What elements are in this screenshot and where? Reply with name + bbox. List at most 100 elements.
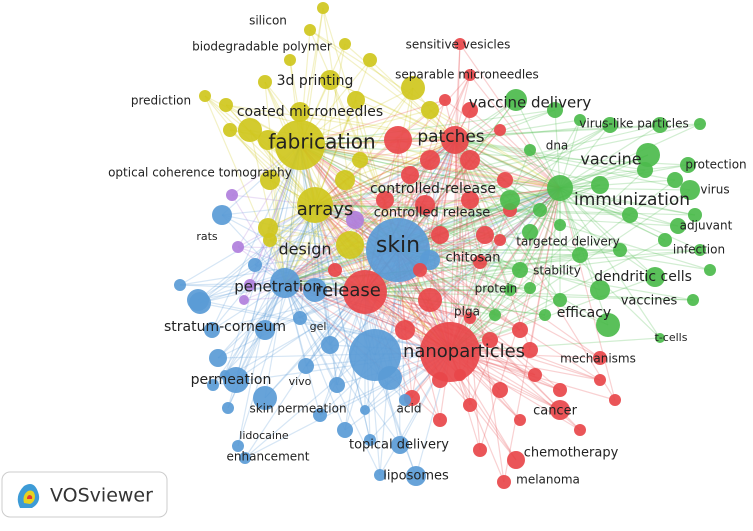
node — [645, 267, 665, 287]
node-label: rats — [196, 230, 218, 243]
node — [337, 422, 353, 438]
edge — [454, 139, 561, 189]
node — [343, 270, 387, 314]
edge — [364, 291, 381, 476]
node — [255, 320, 275, 340]
node — [464, 69, 476, 81]
node — [476, 226, 494, 244]
edge — [314, 204, 338, 386]
node — [290, 102, 310, 122]
edge — [179, 249, 399, 286]
edge — [284, 282, 321, 416]
edge — [225, 104, 316, 206]
node — [199, 90, 211, 102]
node — [609, 394, 621, 406]
edge — [211, 144, 301, 331]
edge — [454, 139, 481, 451]
edge — [314, 59, 371, 206]
node-label: adjuvant — [680, 219, 733, 233]
edge — [284, 199, 386, 284]
node — [222, 402, 234, 414]
node-label: protection — [685, 158, 746, 172]
edge — [249, 129, 286, 284]
logo-icon — [27, 495, 33, 499]
edge — [329, 79, 456, 141]
node-label: topical delivery — [349, 438, 449, 453]
edge — [231, 194, 286, 284]
edge — [235, 291, 366, 381]
node-label: virus-like particles — [579, 117, 688, 131]
edge — [299, 144, 331, 346]
edge — [237, 144, 301, 447]
edge — [284, 282, 338, 386]
node — [238, 118, 262, 142]
edge — [454, 139, 531, 351]
node — [329, 377, 345, 393]
edge — [503, 187, 561, 483]
node-label: chitosan — [445, 251, 500, 266]
edge — [439, 139, 456, 236]
edge — [515, 99, 561, 189]
node — [505, 89, 527, 111]
node-label: acid — [397, 402, 422, 416]
node — [462, 102, 478, 118]
node — [431, 226, 449, 244]
node-label: fabrication — [268, 130, 375, 154]
node-label: infection — [673, 243, 725, 257]
edge — [344, 139, 456, 181]
edge — [454, 139, 646, 171]
node — [441, 126, 469, 154]
node — [226, 189, 238, 201]
node — [219, 98, 233, 112]
edge — [424, 187, 561, 206]
edge — [454, 109, 556, 141]
edge — [264, 204, 316, 331]
edge — [364, 291, 601, 381]
edge — [197, 299, 451, 353]
node — [401, 76, 425, 100]
node — [420, 150, 440, 170]
edge — [469, 74, 561, 189]
edge — [299, 124, 661, 146]
node-label: separable microneedles — [395, 68, 539, 82]
node-label: permeation — [191, 372, 272, 388]
edge — [314, 123, 701, 206]
edge — [479, 187, 561, 263]
node — [528, 368, 542, 382]
edge — [529, 187, 561, 289]
node — [463, 398, 477, 412]
node-label: skin — [376, 233, 420, 258]
node — [284, 54, 296, 66]
logo: VOSviewer — [1, 471, 168, 518]
node-label: sensitive vesicles — [406, 38, 511, 52]
edge — [227, 144, 301, 409]
node — [507, 451, 525, 469]
edge — [459, 43, 561, 189]
edge — [314, 204, 371, 441]
edge — [314, 43, 346, 206]
node-label: penetration — [234, 278, 321, 296]
node — [613, 243, 627, 257]
node — [366, 218, 430, 282]
edge — [299, 144, 521, 271]
edge — [221, 214, 366, 293]
edge — [217, 351, 451, 359]
node — [187, 289, 209, 311]
edge — [197, 204, 316, 301]
node-label: biodegradable polymer — [192, 40, 332, 54]
edge — [309, 29, 456, 141]
edge — [217, 282, 286, 359]
edge — [364, 291, 521, 331]
edge — [314, 204, 601, 359]
edge — [559, 124, 611, 189]
node — [395, 320, 415, 340]
edge — [364, 291, 694, 301]
edge — [499, 187, 561, 241]
edge — [314, 204, 711, 271]
edge — [355, 99, 366, 293]
node — [432, 372, 448, 388]
node-label: controlled-release — [370, 181, 496, 197]
node — [406, 466, 426, 486]
edge — [429, 159, 561, 189]
edge — [429, 159, 451, 353]
